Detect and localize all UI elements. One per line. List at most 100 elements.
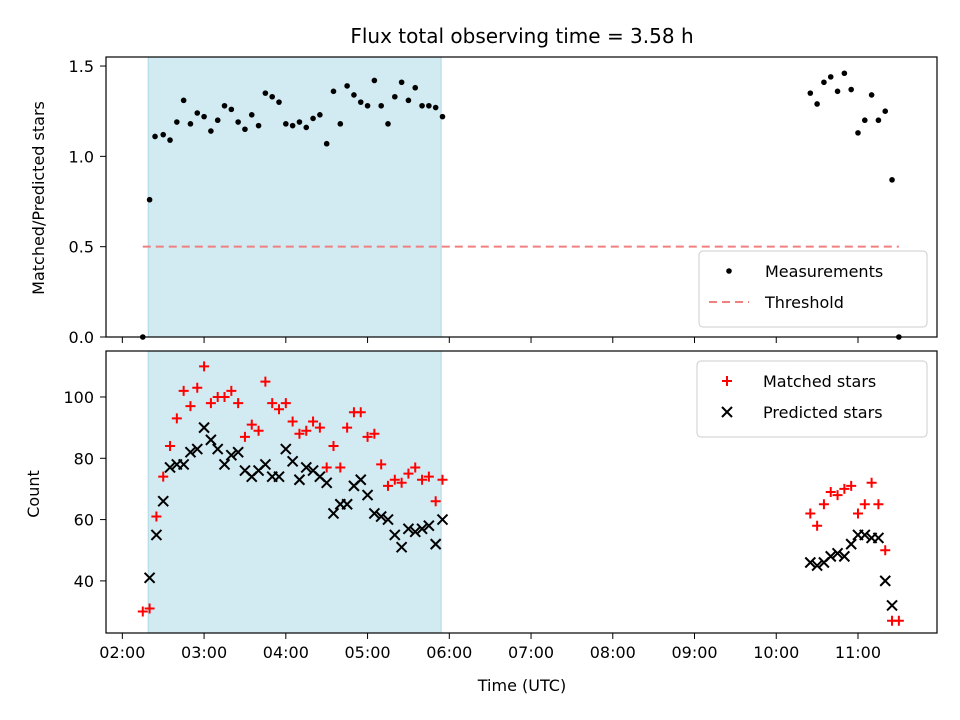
predicted-stars-point xyxy=(218,458,231,471)
measurements-point xyxy=(357,99,364,105)
y-tick-label: 0.0 xyxy=(69,328,94,347)
measurements-point xyxy=(392,93,398,100)
matched-stars-point xyxy=(219,391,230,402)
predicted-stars-point xyxy=(859,529,871,541)
measurements-point xyxy=(807,90,814,96)
observing-span-highlight xyxy=(147,350,442,634)
matched-stars-point xyxy=(171,413,182,424)
x-tick-label: 10:00 xyxy=(753,643,799,662)
predicted-stars-point xyxy=(838,550,851,563)
matched-stars-point xyxy=(832,490,843,501)
measurements-point xyxy=(439,113,446,120)
bottom-y-axis-title: Count xyxy=(24,470,43,518)
matched-stars-point xyxy=(866,477,877,488)
matched-stars-point xyxy=(423,471,434,482)
matched-stars-point xyxy=(239,431,250,442)
predicted-stars-point xyxy=(429,538,442,550)
predicted-stars-point xyxy=(879,575,891,587)
predicted-stars-point xyxy=(293,474,306,486)
y-tick-label: 1.5 xyxy=(69,57,94,76)
x-tick-label: 11:00 xyxy=(835,643,881,662)
matched-stars-point xyxy=(246,419,257,430)
y-tick-label: 40 xyxy=(74,572,94,591)
measurements-point xyxy=(841,70,848,77)
flux-ratio-panel: 0.0 0.5 1.0 1.5 Measurements Threshold xyxy=(69,56,938,347)
y-tick-label: 0.5 xyxy=(69,238,94,257)
matched-stars-point xyxy=(321,462,332,473)
legend-label: Matched stars xyxy=(763,372,876,391)
predicted-stars-point xyxy=(375,510,387,523)
x-axis-title: Time (UTC) xyxy=(477,676,566,695)
measurements-point xyxy=(405,97,412,104)
measurements-point xyxy=(269,93,276,100)
matched-stars-point xyxy=(328,441,339,452)
predicted-stars-point xyxy=(259,458,272,471)
matched-stars-point xyxy=(205,398,216,409)
matched-stars-point xyxy=(873,499,884,510)
measurements-point xyxy=(344,83,350,89)
matched-stars-point xyxy=(376,459,387,470)
star-count-panel: 40 60 80 100 02:00 03:00 04:00 05:00 06:00 07:00 0… xyxy=(63,350,938,662)
predicted-stars-point xyxy=(423,520,435,532)
predicted-stars-point xyxy=(886,599,898,612)
measurements-point xyxy=(330,88,337,95)
predicted-stars-point xyxy=(280,443,292,455)
measurements-point xyxy=(371,77,378,84)
legend-label: Measurements xyxy=(765,262,883,281)
measurements-point xyxy=(276,99,282,105)
matched-stars-point xyxy=(301,425,312,436)
matched-stars-point xyxy=(192,382,203,393)
measurements-point xyxy=(432,104,439,111)
predicted-stars-point xyxy=(845,538,857,550)
measurements-point xyxy=(180,97,187,104)
matched-stars-point xyxy=(274,404,285,415)
measurements-point xyxy=(814,101,820,107)
predicted-stars-point xyxy=(811,559,823,572)
measurements-point xyxy=(827,74,834,80)
matched-stars-point xyxy=(839,483,850,494)
matched-stars-point xyxy=(287,416,298,427)
predicted-stars-point xyxy=(409,526,421,538)
measurements-point xyxy=(426,102,432,109)
predicted-stars-point xyxy=(395,541,408,553)
matched-stars-point xyxy=(165,441,176,452)
predicted-stars-point xyxy=(273,470,285,483)
measurements-point xyxy=(296,119,303,125)
measurements-point xyxy=(868,92,875,98)
measurements-point xyxy=(152,133,158,140)
measurements-point xyxy=(861,117,868,124)
matched-stars-point xyxy=(382,480,393,491)
x-tick-label: 02:00 xyxy=(99,643,145,662)
matched-stars-point xyxy=(880,545,891,556)
predicted-stars-point xyxy=(416,523,428,535)
measurements-point xyxy=(221,102,228,109)
measurements-point xyxy=(255,122,262,129)
x-tick-label: 09:00 xyxy=(671,643,717,662)
measurements-point xyxy=(323,140,330,147)
measurements-point xyxy=(283,121,289,127)
measurements-point xyxy=(875,117,882,124)
matched-stars-point xyxy=(430,496,441,507)
matched-stars-point xyxy=(362,431,373,442)
matched-stars-point xyxy=(226,385,237,396)
y-tick-label: 1.0 xyxy=(69,147,94,166)
predicted-stars-point xyxy=(143,572,156,584)
predicted-stars-point xyxy=(191,443,203,455)
matched-stars-point xyxy=(805,508,816,519)
measurements-point xyxy=(160,131,167,138)
top-y-axis-title: Matched/Predicted stars xyxy=(29,101,48,295)
measurements-point xyxy=(882,108,889,114)
measurements-point xyxy=(174,119,180,125)
matched-stars-point xyxy=(846,480,857,491)
matched-stars-point xyxy=(369,428,380,439)
predicted-stars-point xyxy=(320,477,333,489)
x-tick-label: 06:00 xyxy=(426,643,472,662)
matched-stars-point xyxy=(144,603,155,614)
x-tick-label: 04:00 xyxy=(263,643,309,662)
measurements-point xyxy=(351,92,357,98)
predicted-stars-point xyxy=(872,532,885,544)
matched-stars-point xyxy=(253,425,264,436)
measurements-point xyxy=(187,121,194,127)
measurements-point xyxy=(364,102,371,109)
matched-stars-point xyxy=(410,462,421,473)
